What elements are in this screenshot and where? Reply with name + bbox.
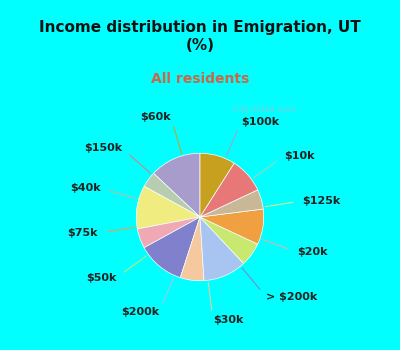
- Text: $10k: $10k: [284, 151, 314, 161]
- Wedge shape: [144, 217, 200, 278]
- Wedge shape: [200, 209, 264, 244]
- Text: $40k: $40k: [70, 183, 100, 193]
- Text: $30k: $30k: [213, 315, 243, 325]
- Text: Income distribution in Emigration, UT
(%): Income distribution in Emigration, UT (%…: [39, 20, 361, 53]
- Text: City-Data.com: City-Data.com: [227, 105, 297, 114]
- Text: $125k: $125k: [302, 196, 341, 206]
- Wedge shape: [136, 186, 200, 229]
- Wedge shape: [137, 217, 200, 248]
- Text: All residents: All residents: [151, 72, 249, 86]
- Text: $50k: $50k: [86, 273, 116, 283]
- Text: $200k: $200k: [121, 307, 159, 317]
- Wedge shape: [200, 153, 234, 217]
- Wedge shape: [200, 217, 244, 281]
- Wedge shape: [144, 173, 200, 217]
- Text: $60k: $60k: [140, 112, 171, 122]
- Wedge shape: [180, 217, 204, 281]
- Text: > $200k: > $200k: [266, 292, 317, 302]
- Wedge shape: [154, 153, 200, 217]
- Text: $75k: $75k: [67, 228, 98, 238]
- Wedge shape: [200, 163, 258, 217]
- Text: $20k: $20k: [298, 247, 328, 257]
- Text: $150k: $150k: [84, 144, 122, 153]
- Wedge shape: [200, 190, 263, 217]
- Text: $100k: $100k: [241, 117, 279, 127]
- Wedge shape: [200, 217, 258, 264]
